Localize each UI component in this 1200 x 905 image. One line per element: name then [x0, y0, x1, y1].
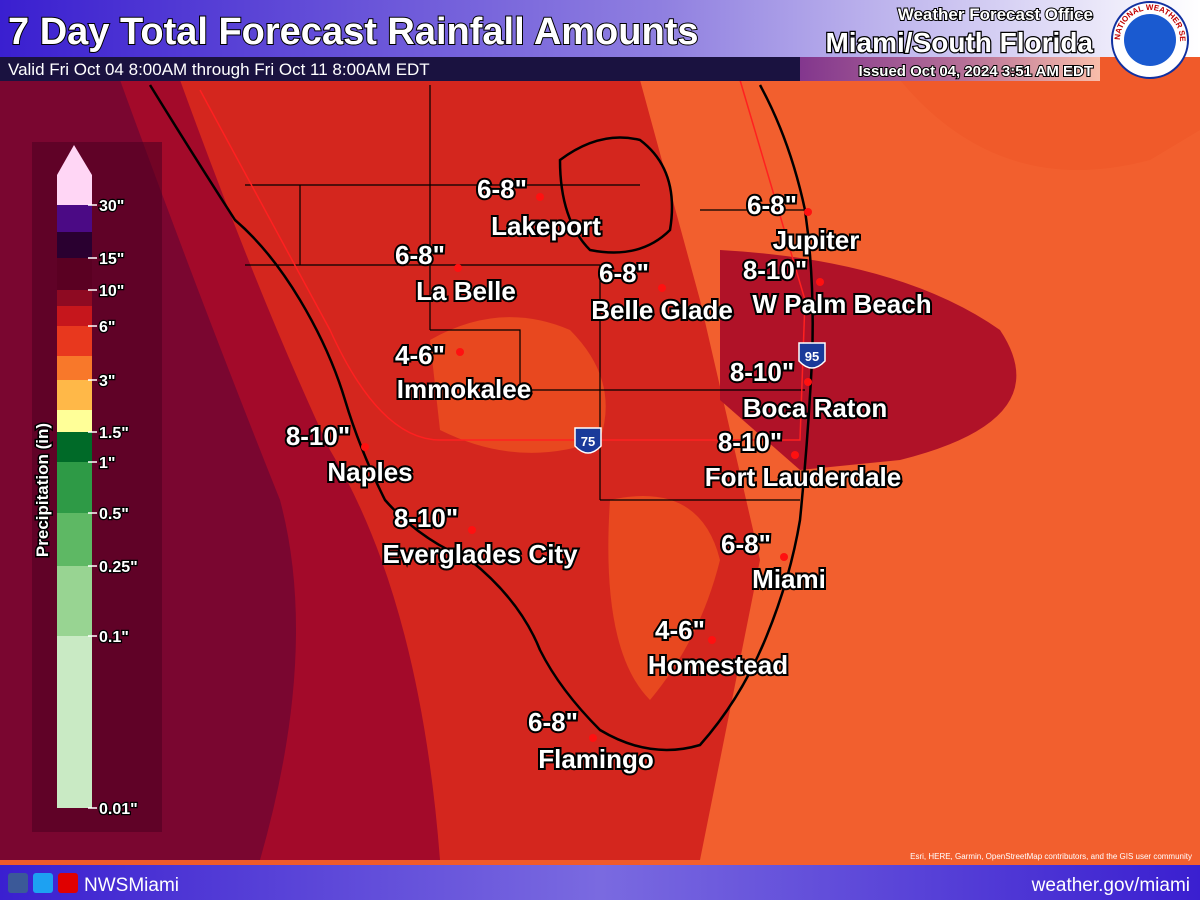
city-name: Boca Raton	[743, 393, 887, 423]
attribution: Esri, HERE, Garmin, OpenStreetMap contri…	[910, 852, 1192, 861]
legend-label: 15"	[99, 251, 124, 268]
city-dot	[780, 553, 788, 561]
county-lines	[245, 85, 810, 501]
highway-shield	[574, 427, 602, 454]
city-dot	[589, 734, 597, 742]
city-dot	[658, 284, 666, 292]
city-amount: 8-10"	[286, 421, 350, 451]
city-name: Flamingo	[538, 744, 654, 774]
legend-swatch	[57, 356, 92, 380]
legend-label: 30"	[99, 198, 124, 215]
legend-label: 0.25"	[99, 559, 138, 576]
city-name: Belle Glade	[591, 295, 733, 325]
legend-bar	[57, 145, 92, 808]
legend-swatch	[57, 380, 92, 410]
legend-title: Precipitation (in)	[33, 423, 52, 557]
facebook-icon[interactable]	[8, 873, 28, 893]
legend-label: 1.5"	[99, 425, 129, 442]
city-name: Immokalee	[397, 374, 531, 404]
city-name: W Palm Beach	[752, 289, 931, 319]
city-dot	[454, 264, 462, 272]
legend-swatch	[57, 258, 92, 290]
shading	[608, 496, 720, 700]
legend-swatch	[57, 306, 92, 326]
city-amount: 6-8"	[528, 707, 578, 737]
legend-label: 10"	[99, 283, 124, 300]
city-dot	[708, 636, 716, 644]
city-name: Homestead	[648, 650, 788, 680]
city-amount: 6-8"	[477, 174, 527, 204]
city-dot	[468, 526, 476, 534]
legend-label: 0.5"	[99, 506, 129, 523]
lake-okeechobee	[558, 136, 674, 254]
issued-time: Issued Oct 04, 2024 3:51 AM EDT	[858, 63, 1093, 80]
header-bar	[0, 0, 1200, 57]
office: Weather Forecast Office	[898, 5, 1093, 24]
city-dot	[804, 378, 812, 386]
city-amount: 6-8"	[747, 190, 797, 220]
legend-swatch	[57, 326, 92, 356]
city-dot	[791, 451, 799, 459]
city-name: Jupiter	[773, 225, 860, 255]
legend-swatch	[57, 290, 92, 306]
shading	[720, 250, 1017, 470]
legend-swatch	[57, 410, 92, 432]
city-dot	[456, 348, 464, 356]
valid-time: Valid Fri Oct 04 8:00AM through Fri Oct …	[8, 60, 430, 79]
location: Miami/South Florida	[825, 27, 1093, 58]
city-dot	[816, 278, 824, 286]
city-amount: 6-8"	[395, 240, 445, 270]
highway-shield	[798, 342, 826, 369]
youtube-icon[interactable]	[58, 873, 78, 893]
highways: 75 95	[574, 342, 826, 454]
cities: 6-8" Lakeport 6-8" La Belle 6-8" Belle Glade 6…	[284, 172, 934, 776]
city-amount: 8-10"	[730, 357, 794, 387]
legend-swatch	[57, 566, 92, 636]
legend-label: 3"	[99, 373, 115, 390]
legend-labels: 30" 15" 10" 6" 3" 1.5" 1" 0.5" 0.25" 0.1" 0.01"	[88, 197, 139, 819]
roads	[199, 79, 806, 441]
legend-label: 0.1"	[99, 629, 129, 646]
city-amount: 8-10"	[718, 427, 782, 457]
city-dot	[361, 443, 369, 451]
city-dot	[536, 193, 544, 201]
highway-number: 95	[805, 349, 819, 364]
city-amount: 8-10"	[743, 255, 807, 285]
website: weather.gov/miami	[1031, 875, 1190, 896]
legend-swatch	[57, 205, 92, 232]
title: 7 Day Total Forecast Rainfall Amounts	[8, 11, 698, 53]
city-name: Naples	[327, 457, 412, 487]
city-name: Miami	[752, 564, 826, 594]
city-amount: 4-6"	[655, 615, 705, 645]
legend-swatch	[57, 462, 92, 513]
legend-label: 0.01"	[99, 801, 138, 818]
social-handle: NWSMiami	[84, 875, 179, 896]
legend-swatch	[57, 636, 92, 808]
city-dot	[804, 208, 812, 216]
city-name: Lakeport	[491, 211, 601, 241]
city-name: La Belle	[416, 276, 516, 306]
legend-swatch	[57, 175, 92, 205]
legend-label: 6"	[99, 319, 115, 336]
legend-panel	[32, 142, 162, 832]
city-amount: 6-8"	[721, 529, 771, 559]
city-amount: 8-10"	[394, 503, 458, 533]
city-name: Fort Lauderdale	[705, 462, 901, 492]
city-amount: 4-6"	[395, 340, 445, 370]
city-name: Everglades City	[382, 539, 578, 569]
shading	[430, 317, 606, 453]
city-amount: 6-8"	[599, 258, 649, 288]
footer-bar	[0, 865, 1200, 900]
issued-bar	[800, 57, 1100, 81]
legend-swatch	[57, 232, 92, 258]
twitter-icon[interactable]	[33, 873, 53, 893]
highway-number: 75	[581, 434, 595, 449]
legend-label: 1"	[99, 455, 115, 472]
legend-arrow	[57, 145, 92, 175]
valid-bar	[0, 57, 800, 81]
legend-swatch	[57, 432, 92, 462]
legend-swatch	[57, 513, 92, 566]
